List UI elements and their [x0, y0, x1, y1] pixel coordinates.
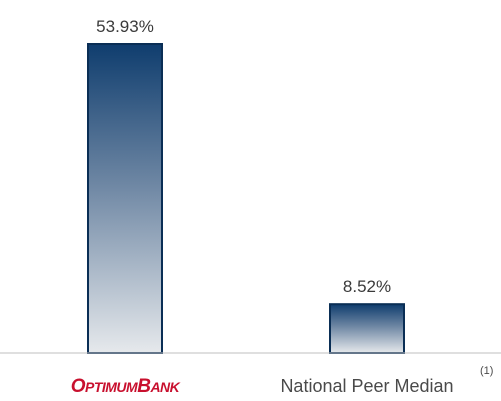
footnote-marker: (1) — [480, 365, 493, 377]
category-label-national-peer-median: National Peer Median — [280, 376, 453, 396]
value-label-optimumbank: 53.93% — [96, 17, 154, 36]
bar-national-peer-median — [329, 303, 405, 354]
value-label-national-peer-median: 8.52% — [343, 277, 391, 296]
value-labels-group: 53.93% 8.52% — [96, 17, 391, 296]
bars-group — [87, 43, 405, 354]
bar-optimumbank — [87, 43, 163, 354]
category-label-optimumbank: OPTIMUMBANK — [71, 376, 181, 397]
